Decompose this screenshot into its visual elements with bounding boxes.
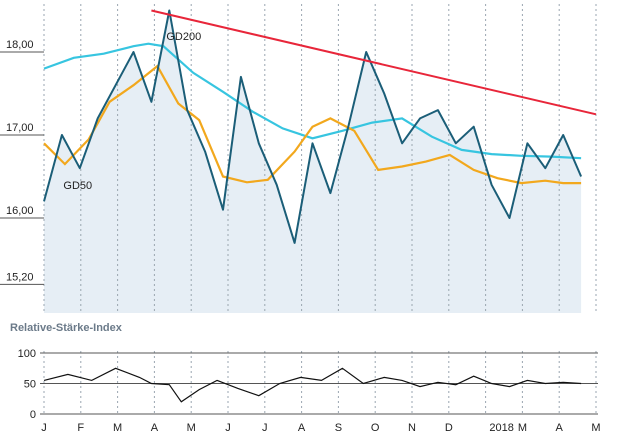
x-tick-label: M: [113, 422, 122, 434]
gd50-label: GD50: [63, 180, 92, 192]
price-area-fill: [44, 10, 582, 313]
x-tick-label: J: [262, 422, 268, 434]
x-tick-label: M: [518, 422, 527, 434]
x-tick-label: O: [371, 422, 380, 434]
x-tick-label: A: [556, 422, 564, 434]
x-tick-label: A: [298, 422, 306, 434]
y-tick-label: 18,00: [6, 39, 34, 51]
x-tick-label: 2018: [489, 422, 513, 434]
x-tick-label: A: [151, 422, 159, 434]
rsi-y-tick-label: 50: [24, 379, 36, 391]
x-tick-label: M: [591, 422, 600, 434]
rsi-title: Relative-Stärke-Index: [10, 322, 123, 334]
rsi-line: [43, 367, 582, 403]
y-tick-label: 16,00: [6, 205, 34, 217]
x-axis-ticks: J F M A M J J A S O N D 2018 M A M: [41, 422, 600, 434]
price-line: [43, 9, 583, 244]
rsi-y-tick-label: 0: [30, 409, 36, 421]
x-tick-label: F: [77, 422, 84, 434]
x-tick-label: S: [335, 422, 342, 434]
rsi-chart-panel: Relative-Stärke-Index 100 50 0: [10, 322, 598, 421]
x-tick-label: J: [41, 422, 47, 434]
y-tick-label: 17,00: [6, 122, 34, 134]
x-tick-label: D: [445, 422, 453, 434]
price-chart-panel: 18,00 17,00 16,00 15,20 GD200 GD50: [0, 4, 597, 313]
x-tick-label: N: [408, 422, 416, 434]
trend-line: [151, 9, 597, 116]
y-tick-label: 15,20: [6, 271, 34, 283]
gd200-line: [43, 42, 582, 160]
gd50-line: [43, 64, 582, 185]
x-tick-label: M: [187, 422, 196, 434]
x-tick-label: J: [225, 422, 231, 434]
gd200-label: GD200: [166, 31, 201, 43]
rsi-y-tick-label: 100: [18, 348, 36, 360]
